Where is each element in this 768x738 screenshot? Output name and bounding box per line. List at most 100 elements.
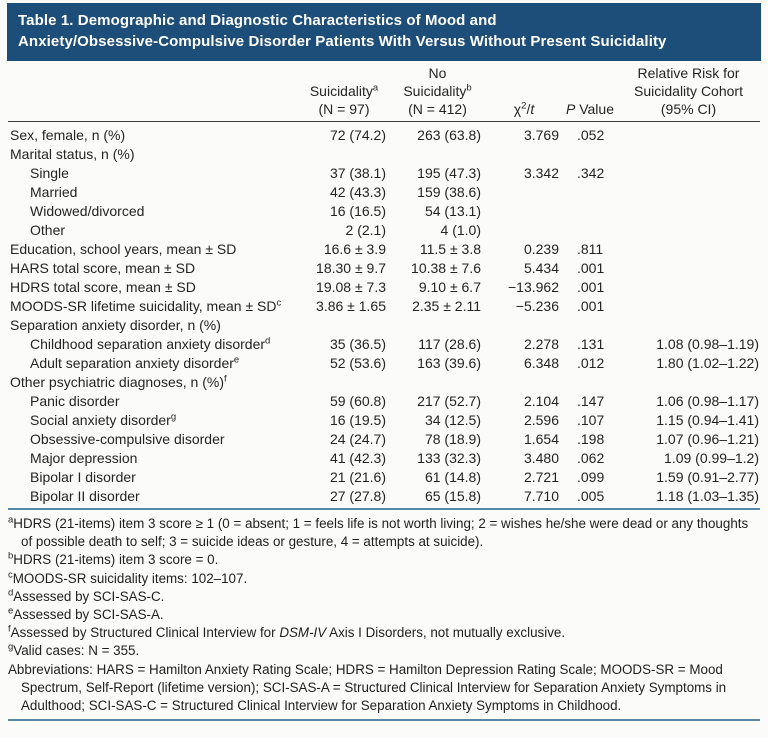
cell-p bbox=[563, 316, 617, 335]
cell-p: .099 bbox=[577, 469, 605, 485]
cell-chi: 2.104 bbox=[523, 393, 559, 409]
data-table: Suicidalitya (N = 97) No Suicidalityb (N… bbox=[8, 62, 760, 510]
abbreviations-note: Abbreviations: HARS = Hamilton Anxiety R… bbox=[8, 661, 727, 714]
cell-chi: 2.596 bbox=[523, 412, 559, 428]
cell-suicidality: 16 (19.5) bbox=[329, 412, 386, 428]
cell-suicidality: 41 (42.3) bbox=[329, 450, 386, 466]
table-row: Childhood separation anxiety disorderd 3… bbox=[8, 335, 760, 354]
cell-suicidality: 16.6 ± 3.9 bbox=[323, 241, 386, 257]
cell-suicidality: 37 (38.1) bbox=[329, 165, 386, 181]
bottom-rule bbox=[8, 719, 760, 722]
row-label: Childhood separation anxiety disorderd bbox=[30, 335, 271, 352]
table-title-line1: Table 1. Demographic and Diagnostic Char… bbox=[18, 12, 497, 29]
cell-p: .001 bbox=[577, 260, 605, 276]
cell-rr bbox=[617, 278, 760, 297]
cell-p bbox=[563, 373, 617, 392]
cell-rr bbox=[617, 164, 760, 183]
cell-rr: 1.09 (0.99–1.2) bbox=[664, 450, 759, 466]
cell-chi: −13.962 bbox=[508, 279, 559, 295]
cell-p: .342 bbox=[577, 165, 605, 181]
cell-chi bbox=[485, 373, 563, 392]
table-row: Marital status, n (%) bbox=[8, 145, 760, 164]
row-label: Single bbox=[30, 165, 69, 181]
table-title-bar: Table 1. Demographic and Diagnostic Char… bbox=[7, 3, 761, 61]
cell-rr bbox=[617, 316, 760, 335]
table-row: Education, school years, mean ± SD 16.6 … bbox=[8, 240, 760, 259]
table-row: Widowed/divorced 16 (16.5) 54 (13.1) bbox=[8, 202, 760, 221]
cell-chi: 7.710 bbox=[485, 487, 563, 510]
footnote-b: bHDRS (21-items) item 3 score = 0. bbox=[8, 550, 219, 568]
cell-no-suicidality: 10.38 ± 7.6 bbox=[411, 260, 481, 276]
cell-suicidality: 19.08 ± 7.3 bbox=[316, 279, 386, 295]
footnote-d: dAssessed by SCI-SAS-C. bbox=[8, 587, 165, 604]
table-row: Single 37 (38.1) 195 (47.3) 3.342 .342 bbox=[8, 164, 760, 183]
cell-suicidality: 35 (36.5) bbox=[329, 336, 386, 352]
cell-p: .811 bbox=[577, 241, 604, 257]
header-no-suicidality-n: (N = 412) bbox=[408, 101, 467, 117]
table-row: Bipolar II disorder 27 (27.8) 65 (15.8) … bbox=[8, 487, 760, 510]
cell-rr: 1.07 (0.96–1.21) bbox=[656, 431, 759, 447]
row-label: MOODS-SR lifetime suicidality, mean ± SD… bbox=[10, 297, 282, 314]
row-label: Other bbox=[30, 222, 66, 238]
cell-no-suicidality: 54 (13.1) bbox=[424, 203, 481, 219]
cell-rr bbox=[617, 240, 760, 259]
cell-chi bbox=[485, 202, 563, 221]
cell-p: .005 bbox=[563, 487, 617, 510]
cell-chi: 6.348 bbox=[523, 355, 559, 371]
cell-p: .107 bbox=[577, 412, 605, 428]
cell-suicidality bbox=[298, 373, 390, 392]
cell-no-suicidality bbox=[390, 316, 485, 335]
table-row: Major depression 41 (42.3) 133 (32.3) 3.… bbox=[8, 449, 760, 468]
cell-no-suicidality: 263 (63.8) bbox=[417, 127, 481, 143]
table-row: Social anxiety disorderg 16 (19.5) 34 (1… bbox=[8, 411, 760, 430]
row-label: Obsessive-compulsive disorder bbox=[30, 431, 225, 447]
table-row: Bipolar I disorder 21 (21.6) 61 (14.8) 2… bbox=[8, 468, 760, 487]
footnote-e: eAssessed by SCI-SAS-A. bbox=[8, 605, 164, 623]
cell-p: .001 bbox=[577, 298, 605, 314]
cell-no-suicidality: 9.10 ± 6.7 bbox=[418, 279, 481, 295]
header-row: Suicidalitya (N = 97) No Suicidalityb (N… bbox=[8, 62, 760, 122]
cell-chi: 0.239 bbox=[523, 241, 559, 257]
cell-suicidality: 59 (60.8) bbox=[329, 393, 386, 409]
cell-p: .062 bbox=[577, 450, 605, 466]
cell-rr: 1.08 (0.98–1.19) bbox=[656, 336, 759, 352]
cell-rr: 1.06 (0.98–1.17) bbox=[656, 393, 759, 409]
table-title-line2: Anxiety/Obsessive-Compulsive Disorder Pa… bbox=[18, 32, 667, 50]
header-chi2-t: χ2/t bbox=[485, 62, 563, 122]
cell-chi: 2.721 bbox=[523, 469, 559, 485]
table-row: Obsessive-compulsive disorder 24 (24.7) … bbox=[8, 430, 760, 449]
cell-suicidality: 52 (53.6) bbox=[329, 355, 386, 371]
cell-no-suicidality: 2.35 ± 2.11 bbox=[412, 298, 481, 314]
cell-suicidality: 16 (16.5) bbox=[329, 203, 386, 219]
cell-suicidality: 3.86 ± 1.65 bbox=[316, 298, 386, 314]
cell-no-suicidality: 34 (12.5) bbox=[424, 412, 481, 428]
cell-rr bbox=[617, 297, 760, 316]
header-suicidality: Suicidalitya (N = 97) bbox=[298, 62, 390, 122]
table-row: MOODS-SR lifetime suicidality, mean ± SD… bbox=[8, 297, 760, 316]
cell-no-suicidality: 133 (32.3) bbox=[417, 450, 481, 466]
cell-p bbox=[563, 202, 617, 221]
header-relative-risk: Relative Risk for Suicidality Cohort (95… bbox=[617, 62, 760, 122]
cell-p: .131 bbox=[577, 336, 605, 352]
row-label: Marital status, n (%) bbox=[10, 146, 135, 162]
cell-rr bbox=[617, 145, 760, 164]
table-row: Adult separation anxiety disordere 52 (5… bbox=[8, 354, 760, 373]
cell-p bbox=[563, 221, 617, 240]
cell-p: .012 bbox=[577, 355, 605, 371]
header-p-value: P Value bbox=[563, 62, 617, 122]
table-row: Other 2 (2.1) 4 (1.0) bbox=[8, 221, 760, 240]
row-label: Married bbox=[30, 184, 78, 200]
row-label: Bipolar II disorder bbox=[8, 487, 298, 510]
cell-chi bbox=[485, 183, 563, 202]
cell-rr bbox=[617, 221, 760, 240]
row-label: Adult separation anxiety disordere bbox=[30, 354, 240, 371]
cell-no-suicidality: 65 (15.8) bbox=[390, 487, 485, 510]
cell-p: .052 bbox=[577, 127, 605, 143]
cell-chi: −5.236 bbox=[515, 298, 559, 314]
table-row: Married 42 (43.3) 159 (38.6) bbox=[8, 183, 760, 202]
header-empty-cell bbox=[8, 62, 298, 122]
cell-chi bbox=[485, 145, 563, 164]
cell-rr: 1.59 (0.91–2.77) bbox=[656, 469, 759, 485]
cell-suicidality: 21 (21.6) bbox=[329, 469, 386, 485]
cell-suicidality: 24 (24.7) bbox=[329, 431, 386, 447]
